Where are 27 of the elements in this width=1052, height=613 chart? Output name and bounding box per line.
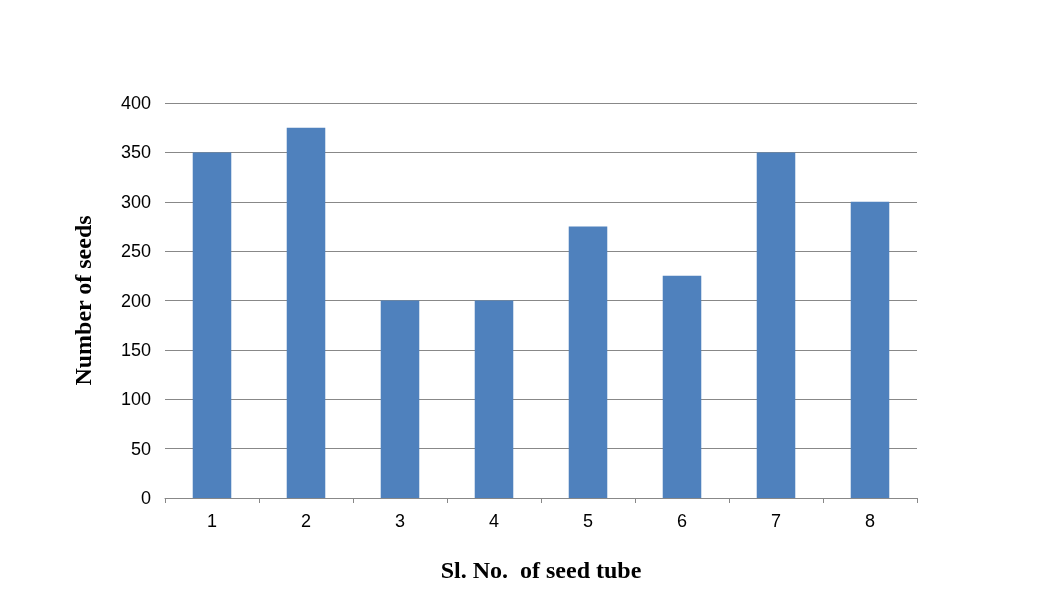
y-tick-label: 0 xyxy=(140,488,151,508)
x-axis-title: Sl. No. of seed tube xyxy=(440,557,642,583)
bar xyxy=(662,275,702,498)
bar xyxy=(756,152,796,498)
y-tick-label: 400 xyxy=(120,93,151,113)
x-tick-label: 8 xyxy=(864,511,876,531)
x-tick-label: 7 xyxy=(770,511,782,531)
x-tick-label: 6 xyxy=(676,511,688,531)
bar xyxy=(850,201,890,498)
y-tick-label: 150 xyxy=(120,339,151,360)
bar xyxy=(192,152,232,498)
bar xyxy=(568,226,608,498)
y-tick-label: 250 xyxy=(120,241,151,262)
y-tick-label: 200 xyxy=(120,290,151,311)
y-axis-title: Number of seeds xyxy=(70,215,96,386)
x-tick-label: 2 xyxy=(300,511,312,531)
bar xyxy=(286,127,326,498)
y-tick-label: 300 xyxy=(120,191,151,212)
x-tick-label: 3 xyxy=(394,511,406,531)
x-tick-label: 1 xyxy=(206,511,218,531)
bar xyxy=(474,300,514,498)
y-tick-label: 50 xyxy=(130,438,151,459)
y-tick-label: 350 xyxy=(120,142,151,163)
bar xyxy=(380,300,420,498)
x-tick-label: 5 xyxy=(582,511,594,531)
y-tick-label: 100 xyxy=(120,389,151,410)
x-tick-label: 4 xyxy=(488,511,500,531)
